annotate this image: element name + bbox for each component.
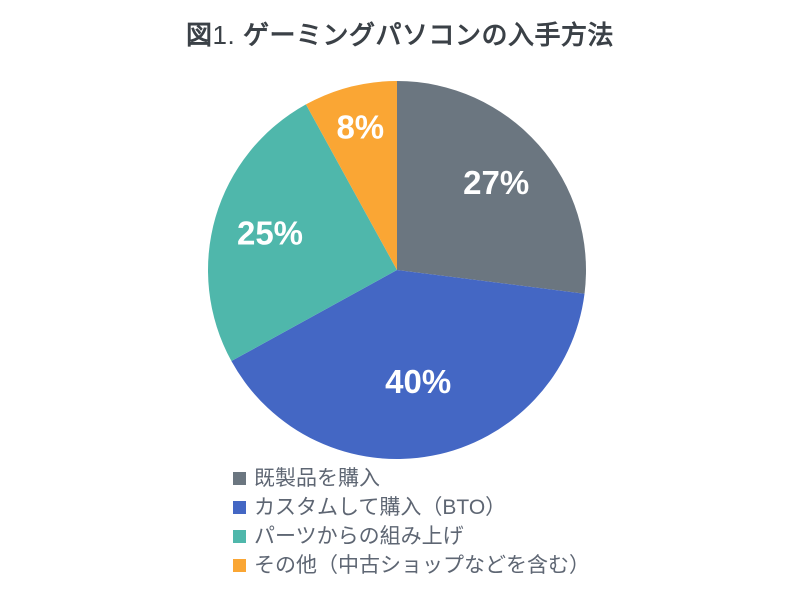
pie-percent-label-2: 40% (385, 363, 451, 400)
pie-slice-2 (231, 270, 585, 459)
pie-percent-label-3: 25% (237, 215, 303, 252)
legend-label-ready-made: 既製品を購入 (254, 467, 380, 490)
legend-label-other: その他（中古ショップなどを含む） (254, 554, 590, 577)
legend-swatch-ready-made (233, 472, 246, 485)
legend-item-ready-made: 既製品を購入 (233, 464, 590, 493)
legend-item-bto: カスタムして購入（BTO） (233, 493, 590, 522)
legend-swatch-self-build (233, 530, 246, 543)
pie-slice-1 (397, 81, 587, 294)
pie-slice-4 (305, 81, 397, 270)
title-main: ゲーミングパソコンの入手方法 (242, 20, 614, 50)
legend-label-self-build: パーツからの組み上げ (254, 525, 464, 548)
legend-swatch-other (233, 559, 246, 572)
title-figure-number: 1. (212, 20, 243, 50)
chart-title: 図1. ゲーミングパソコンの入手方法 (0, 15, 800, 52)
pie-percent-label-1: 27% (463, 164, 529, 201)
legend: 既製品を購入 カスタムして購入（BTO） パーツからの組み上げ その他（中古ショ… (233, 464, 590, 580)
pie-percent-label-4: 8% (336, 109, 384, 146)
pie-slice-3 (208, 104, 397, 362)
legend-item-self-build: パーツからの組み上げ (233, 522, 590, 551)
legend-item-other: その他（中古ショップなどを含む） (233, 551, 590, 580)
title-figure-label: 図 (186, 20, 213, 50)
legend-label-bto: カスタムして購入（BTO） (254, 496, 507, 519)
legend-swatch-bto (233, 501, 246, 514)
